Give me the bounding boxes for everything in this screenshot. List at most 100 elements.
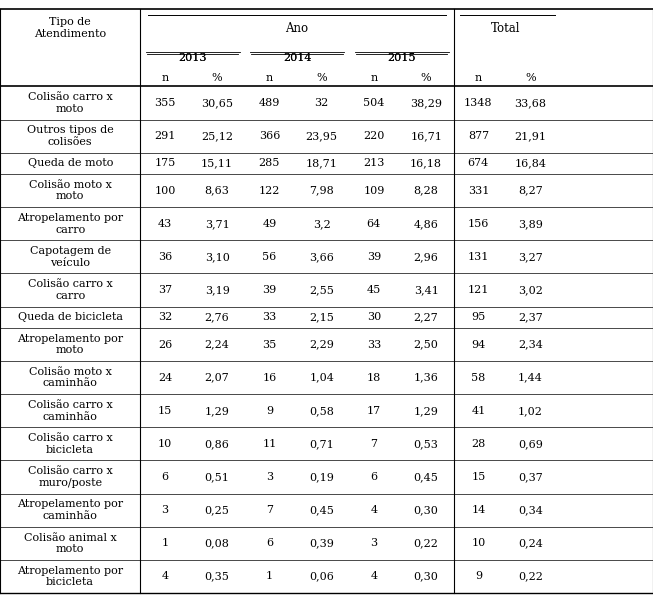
Text: 8,63: 8,63 bbox=[204, 186, 230, 196]
Text: %: % bbox=[421, 72, 432, 83]
Text: 2,96: 2,96 bbox=[413, 252, 439, 262]
Text: 0,25: 0,25 bbox=[204, 505, 230, 515]
Text: 14: 14 bbox=[471, 505, 485, 515]
Text: 2,15: 2,15 bbox=[309, 312, 334, 322]
Text: 3,2: 3,2 bbox=[313, 219, 330, 229]
Text: 2015: 2015 bbox=[387, 53, 416, 63]
Text: 0,69: 0,69 bbox=[518, 439, 543, 449]
Text: 1,36: 1,36 bbox=[413, 373, 439, 383]
Text: 2,34: 2,34 bbox=[518, 340, 543, 350]
Text: 45: 45 bbox=[367, 285, 381, 295]
Text: 285: 285 bbox=[259, 158, 280, 168]
Text: 3,10: 3,10 bbox=[204, 252, 230, 262]
Text: 331: 331 bbox=[468, 186, 489, 196]
Text: 156: 156 bbox=[468, 219, 489, 229]
Text: %: % bbox=[525, 72, 536, 83]
Text: 95: 95 bbox=[471, 312, 485, 322]
Text: 1,02: 1,02 bbox=[518, 406, 543, 416]
Text: 8,28: 8,28 bbox=[413, 186, 439, 196]
Text: 30: 30 bbox=[367, 312, 381, 322]
Text: 15: 15 bbox=[471, 472, 485, 482]
Text: 175: 175 bbox=[154, 158, 176, 168]
Text: 220: 220 bbox=[363, 131, 385, 141]
Text: Colisão carro x
muro/poste: Colisão carro x muro/poste bbox=[28, 466, 112, 488]
Text: 131: 131 bbox=[468, 252, 489, 262]
Text: Colisão moto x
caminhão: Colisão moto x caminhão bbox=[29, 367, 112, 389]
Text: 32: 32 bbox=[315, 98, 328, 108]
Text: 291: 291 bbox=[154, 131, 176, 141]
Text: 0,45: 0,45 bbox=[413, 472, 439, 482]
Text: 2014: 2014 bbox=[283, 53, 311, 63]
Text: Outros tipos de
colisões: Outros tipos de colisões bbox=[27, 125, 114, 147]
Text: n: n bbox=[370, 72, 377, 83]
Text: 366: 366 bbox=[259, 131, 280, 141]
Text: 1,44: 1,44 bbox=[518, 373, 543, 383]
Text: 17: 17 bbox=[367, 406, 381, 416]
Text: 25,12: 25,12 bbox=[201, 131, 233, 141]
Text: 28: 28 bbox=[471, 439, 485, 449]
Text: n: n bbox=[266, 72, 273, 83]
Text: 0,35: 0,35 bbox=[204, 571, 230, 582]
Text: 32: 32 bbox=[158, 312, 172, 322]
Text: 3: 3 bbox=[161, 505, 168, 515]
Text: 16,71: 16,71 bbox=[410, 131, 442, 141]
Text: 0,53: 0,53 bbox=[413, 439, 439, 449]
Text: 30,65: 30,65 bbox=[201, 98, 233, 108]
Text: 6: 6 bbox=[266, 539, 273, 548]
Text: 11: 11 bbox=[263, 439, 276, 449]
Text: 3,02: 3,02 bbox=[518, 285, 543, 295]
Text: 100: 100 bbox=[154, 186, 176, 196]
Text: 16: 16 bbox=[263, 373, 276, 383]
Text: 3,66: 3,66 bbox=[309, 252, 334, 262]
Text: 3,27: 3,27 bbox=[518, 252, 543, 262]
Text: Colisão carro x
bicicleta: Colisão carro x bicicleta bbox=[28, 433, 112, 455]
Text: 16,84: 16,84 bbox=[515, 158, 547, 168]
Text: Colisão carro x
carro: Colisão carro x carro bbox=[28, 279, 112, 301]
Text: 7,98: 7,98 bbox=[310, 186, 334, 196]
Text: 4: 4 bbox=[370, 505, 377, 515]
Text: 0,06: 0,06 bbox=[309, 571, 334, 582]
Text: 33,68: 33,68 bbox=[515, 98, 547, 108]
Text: n: n bbox=[161, 72, 168, 83]
Text: 3,19: 3,19 bbox=[204, 285, 230, 295]
Text: 109: 109 bbox=[363, 186, 385, 196]
Text: 1348: 1348 bbox=[464, 98, 492, 108]
Text: 1: 1 bbox=[161, 539, 168, 548]
Text: 4,86: 4,86 bbox=[413, 219, 439, 229]
Text: 3: 3 bbox=[266, 472, 273, 482]
Text: %: % bbox=[316, 72, 327, 83]
Text: Colisão carro x
moto: Colisão carro x moto bbox=[28, 92, 112, 114]
Text: 9: 9 bbox=[266, 406, 273, 416]
Text: 43: 43 bbox=[158, 219, 172, 229]
Text: 10: 10 bbox=[158, 439, 172, 449]
Text: 37: 37 bbox=[158, 285, 172, 295]
Text: 23,95: 23,95 bbox=[306, 131, 338, 141]
Text: 4: 4 bbox=[161, 571, 168, 582]
Text: 2,27: 2,27 bbox=[414, 312, 438, 322]
Text: 15,11: 15,11 bbox=[201, 158, 233, 168]
Text: 0,22: 0,22 bbox=[413, 539, 439, 548]
Text: 7: 7 bbox=[370, 439, 377, 449]
Text: 94: 94 bbox=[471, 340, 485, 350]
Text: 0,71: 0,71 bbox=[310, 439, 334, 449]
Text: 4: 4 bbox=[370, 571, 377, 582]
Text: %: % bbox=[212, 72, 223, 83]
Text: 0,08: 0,08 bbox=[204, 539, 230, 548]
Text: 38,29: 38,29 bbox=[410, 98, 442, 108]
Text: 24: 24 bbox=[158, 373, 172, 383]
Text: 3,89: 3,89 bbox=[518, 219, 543, 229]
Text: 2015: 2015 bbox=[387, 53, 416, 63]
Text: 6: 6 bbox=[161, 472, 168, 482]
Text: 122: 122 bbox=[259, 186, 280, 196]
Text: Tipo de
Atendimento: Tipo de Atendimento bbox=[34, 17, 106, 39]
Text: 2,76: 2,76 bbox=[205, 312, 229, 322]
Text: 0,24: 0,24 bbox=[518, 539, 543, 548]
Text: 16,18: 16,18 bbox=[410, 158, 442, 168]
Text: 9: 9 bbox=[475, 571, 482, 582]
Text: 15: 15 bbox=[158, 406, 172, 416]
Text: 39: 39 bbox=[367, 252, 381, 262]
Text: 2,07: 2,07 bbox=[205, 373, 229, 383]
Text: Atropelamento por
bicicleta: Atropelamento por bicicleta bbox=[17, 565, 123, 587]
Text: 1,29: 1,29 bbox=[204, 406, 230, 416]
Text: 18,71: 18,71 bbox=[306, 158, 338, 168]
